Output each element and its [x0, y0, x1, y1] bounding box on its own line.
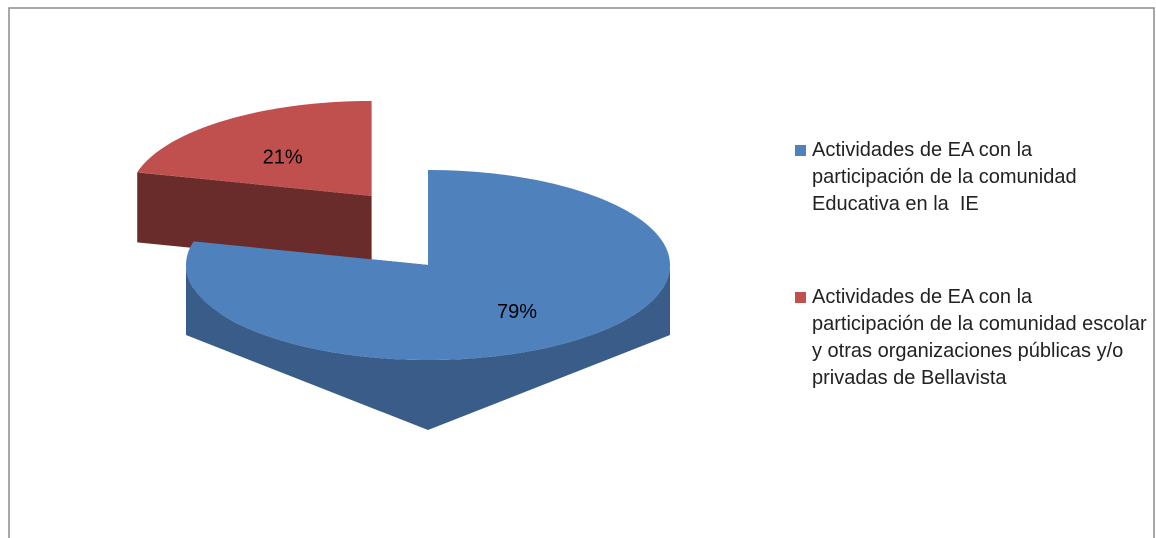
slice-top	[137, 100, 372, 196]
legend-label: Actividades de EA con la participación d…	[812, 286, 1153, 389]
legend-swatch	[795, 292, 806, 303]
slice-side	[186, 265, 670, 430]
data-label: 21%	[263, 146, 303, 168]
chart-border	[8, 7, 1155, 538]
slice-top	[186, 170, 670, 360]
legend-label: Actividades de EA con la participación d…	[812, 139, 1083, 215]
legend-swatch	[795, 145, 806, 156]
data-label: 79%	[497, 301, 537, 323]
